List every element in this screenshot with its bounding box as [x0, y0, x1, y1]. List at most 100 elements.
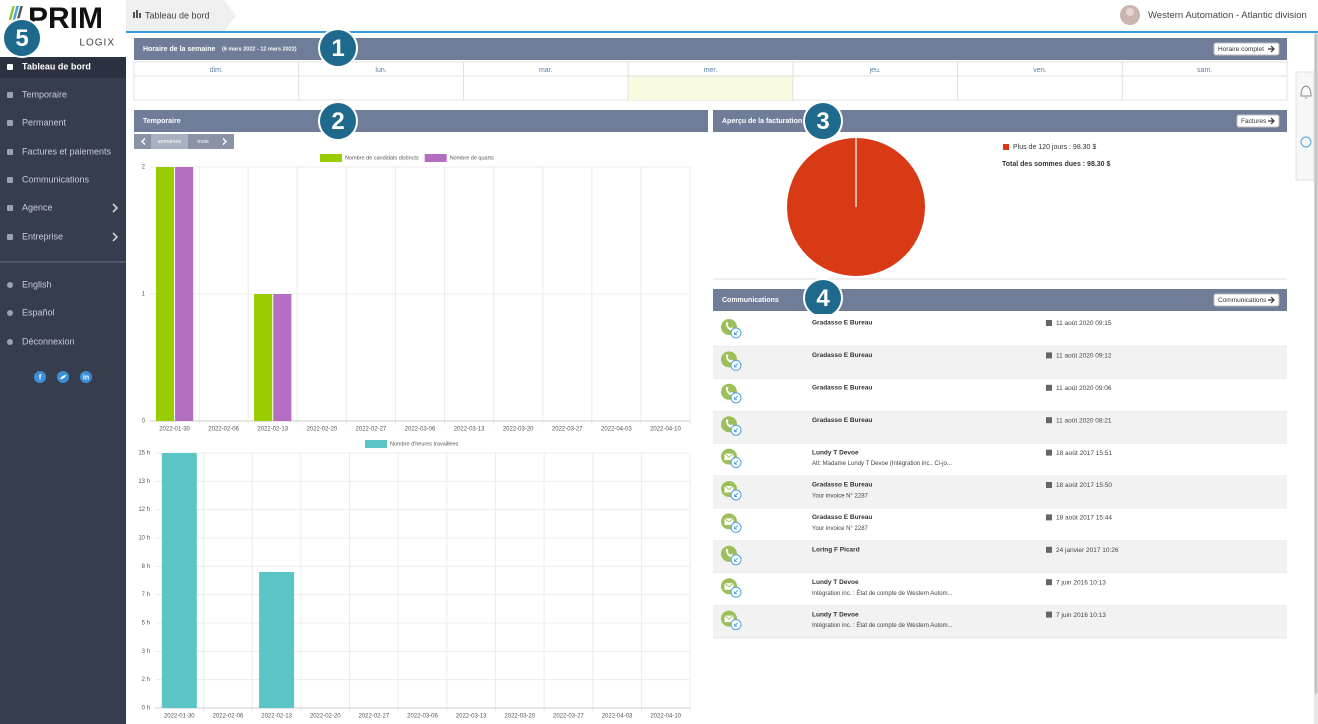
x-tick-label: 2022-02-06	[208, 427, 239, 433]
menu-item[interactable]: Factures et paiements	[22, 146, 112, 156]
legend-swatch	[365, 440, 387, 448]
legend-label: Nombre de candidats distincts	[345, 155, 419, 161]
y-tick-label: 2	[142, 165, 146, 171]
toggle-option[interactable]: semaines	[158, 139, 182, 145]
menu-item[interactable]: Entreprise	[22, 231, 63, 241]
comm-row[interactable]	[713, 346, 1287, 378]
comm-date: 11 août 2020 09:06	[1056, 385, 1112, 392]
comms-button-label[interactable]: Communications	[1218, 297, 1267, 304]
comm-name[interactable]: Loring F Picard	[812, 547, 860, 554]
billing-total: Total des sommes dues : 98.30 $	[1002, 161, 1111, 168]
menu-item[interactable]: Agence	[22, 202, 53, 212]
y-tick-label: 10 h	[138, 536, 150, 542]
bar	[259, 572, 294, 708]
comm-name[interactable]: Gradasso E Bureau	[812, 320, 872, 327]
side-tools	[1296, 72, 1314, 180]
comm-name[interactable]: Gradasso E Bureau	[812, 482, 872, 489]
schedule-period: (6 mars 2022 - 12 mars 2022)	[222, 46, 297, 52]
calendar-icon	[1046, 514, 1052, 520]
x-tick-label: 2022-03-13	[454, 427, 485, 433]
breadcrumb-icon	[136, 10, 138, 18]
menu-icon	[7, 92, 13, 98]
badge-number: 2	[331, 108, 344, 135]
legend-label: Nombre d'heures travaillées	[390, 441, 459, 447]
comms-header	[713, 289, 1287, 311]
breadcrumb[interactable]: Tableau de bord	[145, 10, 210, 20]
sidebar	[0, 0, 126, 724]
x-tick-label: 2022-04-03	[602, 714, 633, 720]
day-label: ven.	[1033, 67, 1046, 74]
comm-date: 18 août 2017 15:44	[1056, 515, 1112, 522]
x-tick-label: 2022-03-06	[407, 714, 438, 720]
menu-icon	[7, 282, 13, 288]
avatar-face	[1126, 8, 1134, 16]
menu-item[interactable]: Tableau de bord	[22, 61, 91, 71]
y-tick-label: 7 h	[142, 592, 150, 598]
comm-row[interactable]	[713, 314, 1287, 346]
comm-row[interactable]	[713, 541, 1287, 573]
calendar-icon	[1046, 450, 1052, 456]
calendar-icon	[1046, 417, 1052, 423]
schedule-button-label[interactable]: Horaire complet	[1218, 46, 1264, 53]
x-tick-label: 2022-03-27	[553, 714, 584, 720]
billing-button-label[interactable]: Factures	[1241, 118, 1267, 125]
menu-icon	[7, 205, 13, 211]
calendar-icon	[1046, 612, 1052, 618]
day-label: mar.	[539, 67, 553, 74]
day-label: dim.	[210, 67, 223, 74]
menu-icon	[7, 120, 13, 126]
comm-row[interactable]	[713, 379, 1287, 411]
comm-detail: Your invoice N° 2287	[812, 494, 869, 500]
menu-item[interactable]: Español	[22, 307, 55, 317]
menu-item[interactable]: Déconnexion	[22, 336, 75, 346]
calendar-icon	[1046, 579, 1052, 585]
calendar-icon	[1046, 482, 1052, 488]
comm-row[interactable]	[713, 573, 1287, 605]
day-label: mer.	[704, 67, 718, 74]
account-name[interactable]: Western Automation - Atlantic division	[1148, 10, 1307, 21]
social-label: in	[83, 374, 89, 381]
legend-swatch	[1003, 144, 1009, 150]
badge-number: 1	[331, 35, 344, 62]
comm-name[interactable]: Lundy T Devoe	[812, 449, 859, 456]
comm-name[interactable]: Gradasso E Bureau	[812, 385, 872, 392]
y-tick-label: 0	[142, 419, 146, 425]
comm-date: 18 août 2017 15:50	[1056, 482, 1112, 489]
legend-label: Plus de 120 jours : 98.30 $	[1013, 144, 1096, 151]
comm-detail: Att: Madame Lundy T Devoe (Intégration i…	[812, 461, 952, 467]
menu-item[interactable]: Communications	[22, 174, 90, 184]
comm-detail: Your invoice N° 2287	[812, 526, 869, 532]
x-tick-label: 2022-02-27	[356, 427, 387, 433]
comm-row[interactable]	[713, 476, 1287, 508]
menu-item[interactable]: English	[22, 279, 52, 289]
comm-row[interactable]	[713, 444, 1287, 476]
comm-name[interactable]: Lundy T Devoe	[812, 611, 859, 618]
menu-item[interactable]: Permanent	[22, 117, 67, 127]
comm-name[interactable]: Lundy T Devoe	[812, 579, 859, 586]
calendar-icon	[1046, 352, 1052, 358]
today-cell	[628, 76, 793, 100]
menu-icon	[7, 234, 13, 240]
badge-number: 3	[816, 108, 829, 135]
y-tick-label: 15 h	[138, 451, 150, 457]
y-tick-label: 0 h	[142, 706, 150, 712]
y-tick-label: 5 h	[142, 621, 150, 627]
comm-name[interactable]: Gradasso E Bureau	[812, 514, 872, 521]
calendar-icon	[1046, 385, 1052, 391]
comm-row[interactable]	[713, 606, 1287, 638]
comm-name[interactable]: Gradasso E Bureau	[812, 352, 872, 359]
toggle-option[interactable]: mois	[197, 139, 209, 145]
temporaire-header	[134, 110, 708, 132]
breadcrumb-icon	[139, 13, 141, 18]
comm-name[interactable]: Gradasso E Bureau	[812, 417, 872, 424]
y-tick-label: 1	[142, 292, 146, 298]
comm-row[interactable]	[713, 508, 1287, 540]
legend-swatch	[425, 154, 447, 162]
y-tick-label: 12 h	[138, 507, 150, 513]
menu-item[interactable]: Temporaire	[22, 89, 67, 99]
comm-row[interactable]	[713, 411, 1287, 443]
billing-title: Aperçu de la facturation	[722, 118, 802, 125]
bar	[254, 294, 272, 421]
